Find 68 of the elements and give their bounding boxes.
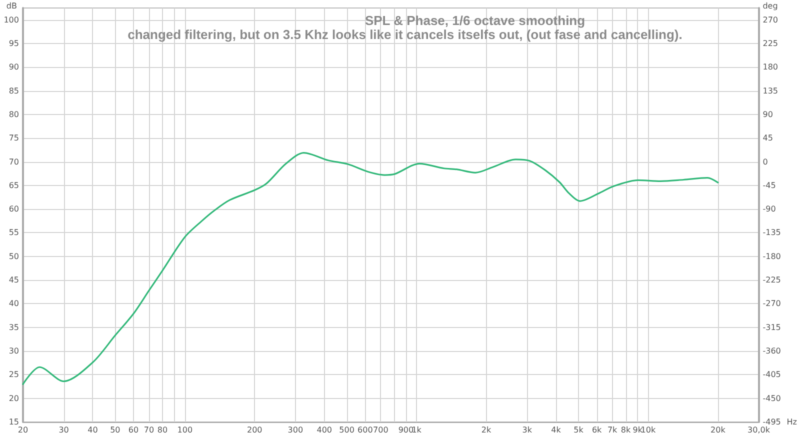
y-tick-label: 90 bbox=[8, 62, 19, 72]
x-tick-label: 70 bbox=[144, 426, 154, 434]
y-tick-label: 80 bbox=[8, 110, 19, 119]
x-tick-label: 80 bbox=[157, 426, 168, 434]
y2-tick-label: -405 bbox=[762, 370, 781, 380]
y2-tick-label: -45 bbox=[762, 180, 776, 190]
x-tick-label: 8k bbox=[620, 426, 631, 434]
y-tick-label: 85 bbox=[8, 86, 19, 96]
y2-tick-label: 90 bbox=[762, 110, 773, 119]
y-tick-label: 35 bbox=[8, 322, 19, 332]
x-tick-label: 9k bbox=[632, 426, 643, 434]
y-tick-label: 25 bbox=[8, 370, 19, 380]
x-tick-label: 200 bbox=[247, 426, 262, 434]
x-tick-label: 30,0k bbox=[748, 426, 770, 434]
x-tick-label: 600 bbox=[358, 426, 373, 434]
x-tick-label: 10k bbox=[640, 426, 656, 434]
y-tick-label: 45 bbox=[8, 276, 19, 285]
y-tick-label: 15 bbox=[8, 418, 19, 426]
y-axis-title: dB bbox=[6, 2, 17, 10]
y2-tick-label: 180 bbox=[762, 62, 778, 72]
y-tick-label: 20 bbox=[8, 394, 19, 403]
y2-tick-label: -450 bbox=[762, 394, 781, 403]
y-tick-label: 75 bbox=[8, 134, 19, 143]
y2-tick-label: 270 bbox=[762, 15, 778, 24]
text: changed filtering, but on 3.5 Khz looks like it cancels itselfs out, (out fase and cancelling). bbox=[128, 27, 682, 42]
x-tick-label: 300 bbox=[288, 426, 304, 434]
x-tick-label: 30 bbox=[58, 426, 69, 434]
y2-tick-label: -495 bbox=[762, 418, 781, 426]
x-tick-label: 20 bbox=[18, 426, 28, 434]
y2-tick-label: 225 bbox=[762, 38, 778, 48]
y-tick-label: 30 bbox=[8, 346, 19, 356]
y2-tick-label: -270 bbox=[762, 299, 781, 308]
x-tick-label: 1k bbox=[412, 426, 422, 434]
chart-title: SPL & Phase, 1/6 octave smoothing bbox=[364, 13, 586, 28]
x-tick-label: 50 bbox=[110, 426, 120, 434]
y-tick-label: 40 bbox=[8, 299, 19, 308]
y-tick-label: 70 bbox=[8, 157, 19, 166]
y-tick-label: 60 bbox=[8, 204, 19, 214]
y2-tick-label: -90 bbox=[762, 204, 776, 214]
x-tick-label: 500 bbox=[339, 426, 354, 434]
x-tick-label: 5k bbox=[574, 426, 584, 434]
x-tick-label: 6k bbox=[592, 426, 602, 434]
x-tick-label: 700 bbox=[373, 426, 388, 434]
y2-tick-label: -180 bbox=[762, 252, 781, 261]
x-tick-label: 2k bbox=[481, 426, 492, 434]
x-tick-label: 4k bbox=[551, 426, 562, 434]
y-tick-label: 95 bbox=[8, 38, 19, 48]
y2-tick-label: 0 bbox=[762, 157, 768, 166]
y-tick-label: 65 bbox=[8, 180, 19, 190]
x-tick-label: 3k bbox=[522, 426, 532, 434]
y2-tick-label: -135 bbox=[762, 228, 781, 238]
x-tick-label: 7k bbox=[607, 426, 618, 434]
x-tick-label: 40 bbox=[88, 426, 98, 434]
x-axis-title: Hz bbox=[786, 418, 798, 426]
x-tick-label: 20k bbox=[710, 426, 726, 434]
y2-axis-title: deg bbox=[762, 2, 778, 10]
y-tick-label: 55 bbox=[8, 228, 19, 238]
y-tick-label: 100 bbox=[4, 15, 19, 24]
x-tick-label: 100 bbox=[177, 426, 193, 434]
y2-tick-label: -315 bbox=[762, 322, 781, 332]
x-tick-label: 400 bbox=[316, 426, 332, 434]
y2-tick-label: 135 bbox=[762, 86, 778, 96]
y2-tick-label: -225 bbox=[762, 276, 781, 285]
y2-tick-label: 45 bbox=[762, 134, 773, 143]
y-tick-label: 50 bbox=[8, 252, 19, 261]
y2-tick-label: -360 bbox=[762, 346, 781, 356]
x-tick-label: 60 bbox=[128, 426, 139, 434]
x-tick-label: 900 bbox=[398, 426, 414, 434]
